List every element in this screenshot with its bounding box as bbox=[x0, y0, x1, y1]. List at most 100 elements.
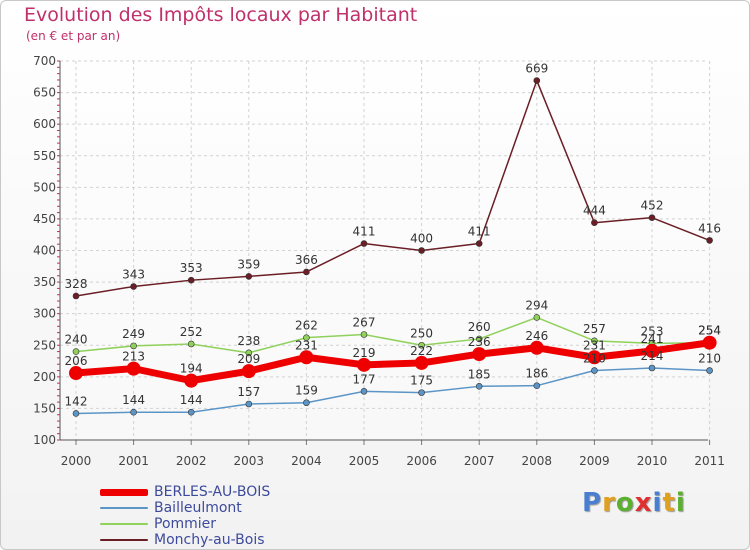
data-label-bailleulmont: 144 bbox=[122, 393, 145, 407]
data-label-berles-au-bois: 213 bbox=[122, 350, 145, 364]
x-tick-label: 2005 bbox=[349, 454, 380, 468]
data-point-berles-au-bois bbox=[69, 366, 83, 381]
legend-label: Monchy-au-Bois bbox=[154, 532, 265, 548]
series-line-bailleulmont bbox=[75, 367, 711, 415]
data-point-berles-au-bois bbox=[241, 364, 256, 379]
data-label-bailleulmont: 185 bbox=[468, 367, 491, 381]
series-line-monchy-au-bois bbox=[75, 79, 711, 297]
y-tick-label: 450 bbox=[33, 212, 56, 226]
data-point-bailleulmont bbox=[706, 367, 713, 374]
data-point-bailleulmont bbox=[648, 364, 656, 372]
chart-legend: BERLES-AU-BOIS Bailleulmont Pommier Monc… bbox=[100, 484, 340, 548]
data-label-monchy-au-bois: 400 bbox=[410, 232, 433, 246]
data-label-pommier: 257 bbox=[583, 322, 606, 336]
data-label-bailleulmont: 142 bbox=[65, 394, 88, 408]
data-point-berles-au-bois bbox=[587, 350, 602, 365]
data-label-bailleulmont: 214 bbox=[641, 349, 664, 363]
data-point-monchy-au-bois bbox=[303, 268, 310, 276]
x-tick-label: 2000 bbox=[61, 454, 92, 468]
data-label-berles-au-bois: 254 bbox=[698, 324, 721, 338]
x-tick-label: 2008 bbox=[522, 454, 553, 468]
x-tick-label: 2004 bbox=[291, 454, 322, 468]
data-label-berles-au-bois: 231 bbox=[295, 338, 318, 352]
data-label-monchy-au-bois: 353 bbox=[180, 261, 203, 275]
data-label-berles-au-bois: 241 bbox=[641, 332, 664, 346]
legend-label: BERLES-AU-BOIS bbox=[154, 484, 271, 500]
data-label-berles-au-bois: 209 bbox=[237, 352, 260, 366]
legend-swatch-bailleulmont bbox=[100, 507, 148, 509]
data-label-monchy-au-bois: 328 bbox=[65, 277, 88, 291]
data-label-berles-au-bois: 231 bbox=[583, 338, 606, 352]
data-point-pommier bbox=[130, 342, 137, 350]
data-point-monchy-au-bois bbox=[648, 214, 656, 221]
data-label-monchy-au-bois: 411 bbox=[468, 225, 491, 239]
data-label-pommier: 254 bbox=[698, 324, 721, 338]
data-label-monchy-au-bois: 452 bbox=[641, 199, 664, 213]
y-tick-label: 150 bbox=[33, 401, 56, 415]
series-line-pommier bbox=[75, 316, 711, 354]
legend-item-monchy-au-bois: Monchy-au-Bois bbox=[100, 532, 340, 548]
data-label-pommier: 253 bbox=[641, 324, 664, 338]
data-point-pommier bbox=[187, 340, 195, 348]
data-label-monchy-au-bois: 359 bbox=[237, 257, 260, 271]
data-point-bailleulmont bbox=[72, 410, 80, 417]
y-tick-label: 100 bbox=[33, 433, 56, 447]
data-point-monchy-au-bois bbox=[187, 276, 195, 284]
data-point-pommier bbox=[303, 334, 310, 341]
data-label-pommier: 262 bbox=[295, 319, 318, 333]
y-tick-label: 250 bbox=[33, 338, 56, 352]
data-point-pommier bbox=[360, 331, 368, 338]
legend-label: Pommier bbox=[154, 516, 217, 532]
legend-swatch-pommier bbox=[100, 523, 148, 525]
data-point-monchy-au-bois bbox=[360, 240, 368, 247]
data-point-berles-au-bois bbox=[299, 350, 314, 365]
x-tick-label: 2002 bbox=[176, 454, 207, 468]
data-label-bailleulmont: 210 bbox=[583, 352, 606, 366]
data-label-berles-au-bois: 246 bbox=[525, 329, 548, 343]
data-point-bailleulmont bbox=[475, 383, 483, 390]
data-point-monchy-au-bois bbox=[72, 292, 80, 300]
data-label-pommier: 250 bbox=[410, 326, 433, 340]
data-point-berles-au-bois bbox=[414, 355, 429, 370]
x-tick-label: 2006 bbox=[406, 454, 437, 468]
data-label-monchy-au-bois: 411 bbox=[353, 225, 376, 239]
data-point-pommier bbox=[475, 335, 483, 343]
data-label-pommier: 252 bbox=[180, 325, 203, 339]
data-point-bailleulmont bbox=[303, 399, 310, 407]
data-point-monchy-au-bois bbox=[130, 283, 137, 290]
data-label-bailleulmont: 157 bbox=[237, 385, 260, 399]
x-tick-label: 2003 bbox=[234, 454, 265, 468]
y-tick-label: 500 bbox=[33, 180, 56, 194]
data-point-pommier bbox=[72, 348, 80, 355]
proxiti-logo: Proxiti bbox=[582, 488, 686, 518]
x-tick-label: 2009 bbox=[579, 454, 610, 468]
data-point-pommier bbox=[533, 314, 541, 321]
data-point-berles-au-bois bbox=[529, 340, 544, 355]
data-label-bailleulmont: 210 bbox=[698, 352, 721, 366]
data-point-berles-au-bois bbox=[472, 347, 487, 362]
data-label-pommier: 240 bbox=[65, 333, 88, 347]
data-label-pommier: 238 bbox=[237, 334, 260, 348]
series-line-berles-au-bois bbox=[72, 339, 714, 385]
data-point-berles-au-bois bbox=[126, 361, 141, 376]
x-tick-label: 2007 bbox=[464, 454, 495, 468]
data-label-pommier: 260 bbox=[468, 320, 491, 334]
y-tick-label: 700 bbox=[33, 54, 56, 68]
data-point-bailleulmont bbox=[591, 367, 598, 374]
data-point-pommier bbox=[591, 337, 598, 345]
x-tick-label: 2010 bbox=[637, 454, 668, 468]
data-label-monchy-au-bois: 343 bbox=[122, 268, 145, 282]
data-point-bailleulmont bbox=[360, 388, 368, 395]
data-label-monchy-au-bois: 366 bbox=[295, 253, 318, 267]
data-point-monchy-au-bois bbox=[475, 240, 483, 247]
y-tick-label: 400 bbox=[33, 244, 56, 258]
data-point-berles-au-bois bbox=[702, 335, 717, 350]
data-label-pommier: 249 bbox=[122, 327, 145, 341]
data-label-pommier: 267 bbox=[353, 316, 376, 330]
legend-item-berles-au-bois: BERLES-AU-BOIS bbox=[100, 484, 340, 500]
data-label-bailleulmont: 186 bbox=[525, 367, 548, 381]
x-tick-label: 2011 bbox=[694, 454, 725, 468]
data-label-bailleulmont: 144 bbox=[180, 393, 203, 407]
data-point-berles-au-bois bbox=[184, 373, 199, 388]
